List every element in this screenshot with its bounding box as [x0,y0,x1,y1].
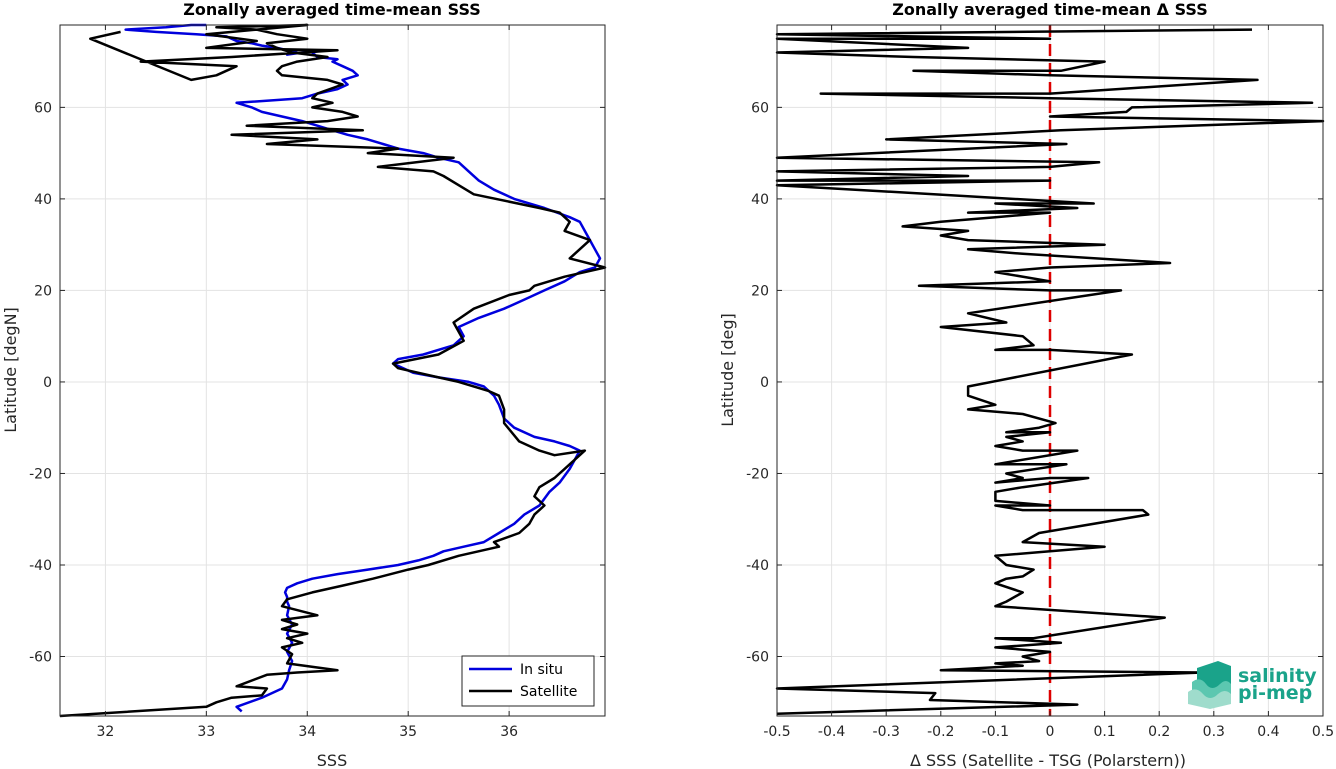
right-chart-title: Zonally averaged time-mean Δ SSS [892,0,1208,19]
y-tick-label: 40 [34,192,52,208]
right-x-axis-label: Δ SSS (Satellite - TSG (Polarstern)) [910,751,1186,769]
x-tick-label: 32 [97,724,115,740]
x-tick-label: -0.1 [982,724,1009,740]
legend-label-in-situ: In situ [520,662,563,678]
left-x-axis-label: SSS [317,751,347,769]
legend-label-satellite: Satellite [520,684,577,700]
salinity-pi-mep-logo: salinity pi-mep [1188,661,1317,709]
y-tick-label: 0 [760,375,769,391]
right-chart: Zonally averaged time-mean Δ SSS -0.5 -0.… [718,0,1334,769]
y-tick-label: 40 [751,192,769,208]
logo-text-pi-mep: pi-mep [1238,682,1312,704]
y-tick-label: 60 [34,100,52,116]
left-plot-area [60,25,605,716]
x-tick-label: 36 [500,724,518,740]
left-chart-title: Zonally averaged time-mean SSS [183,0,481,19]
x-tick-label: 0.3 [1203,724,1225,740]
right-series [775,28,1325,715]
y-tick-label: -40 [29,558,52,574]
x-tick-label: 33 [197,724,215,740]
delta-sss-series-line [775,28,1325,715]
y-tick-label: -20 [29,466,52,482]
y-tick-label: -40 [746,558,769,574]
x-tick-label: 0.5 [1312,724,1334,740]
right-y-axis-label: Latitude [deg] [718,313,737,427]
y-tick-label: -60 [746,650,769,666]
x-tick-label: 34 [298,724,316,740]
satellite-series-line [59,23,607,718]
x-tick-label: 0.1 [1093,724,1115,740]
in-situ-series-line [124,23,602,713]
x-tick-label: -0.2 [927,724,954,740]
x-tick-label: -0.3 [873,724,900,740]
y-tick-label: 20 [34,283,52,299]
left-y-axis-label: Latitude [degN] [1,307,20,433]
y-tick-label: 0 [43,375,52,391]
legend-box [461,655,595,707]
x-tick-label: 35 [399,724,417,740]
y-tick-label: 60 [751,100,769,116]
x-tick-label: 0.2 [1148,724,1170,740]
waves-icon [1188,661,1231,709]
left-series [59,23,607,718]
x-tick-label: -0.5 [763,724,790,740]
y-tick-label: -60 [29,650,52,666]
x-tick-label: 0.4 [1257,724,1279,740]
x-tick-label: -0.4 [818,724,845,740]
left-ticks: 32 33 34 35 36 -60 -40 -20 0 20 40 60 [29,25,605,740]
y-tick-label: -20 [746,466,769,482]
left-plot-border [59,24,606,717]
legend: In situ Satellite [461,655,595,707]
y-tick-label: 20 [751,283,769,299]
left-chart: Zonally averaged time-mean SSS 32 33 34 35 3… [1,0,607,769]
right-ticks: -0.5 -0.4 -0.3 -0.2 -0.1 0 0.1 0.2 0.3 0.4 0.5 -60 -… [746,25,1334,740]
x-tick-label: 0 [1046,724,1055,740]
logo-text-salinity: salinity [1238,665,1317,687]
